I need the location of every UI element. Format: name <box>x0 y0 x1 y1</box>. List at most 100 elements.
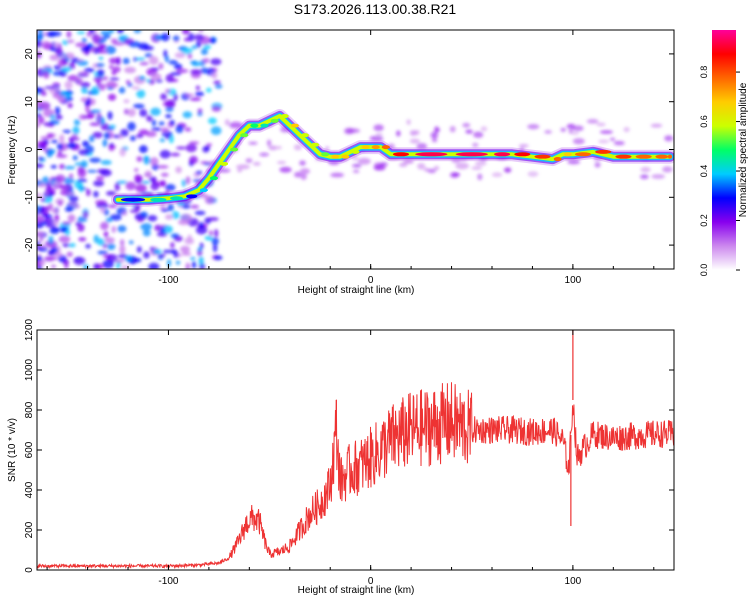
noise-blob <box>134 168 139 172</box>
y-tick-label: -20 <box>24 237 35 252</box>
noise-blob <box>136 57 146 61</box>
noise-blob <box>409 130 417 136</box>
noise-blob <box>37 231 45 238</box>
ridge-layer <box>115 114 672 202</box>
noise-blob <box>93 263 100 269</box>
noise-blob <box>116 56 121 66</box>
noise-blob <box>67 214 76 223</box>
noise-blob <box>54 114 63 120</box>
noise-blob <box>102 76 108 81</box>
noise-blob <box>40 91 47 97</box>
noise-blob <box>279 166 292 173</box>
ridge-core <box>635 154 652 159</box>
noise-blob <box>138 145 148 154</box>
noise-blob <box>70 57 80 64</box>
ridge-core <box>341 154 350 159</box>
y-tick-label: 1000 <box>24 358 35 381</box>
noise-blob <box>140 223 152 231</box>
noise-blob <box>80 160 88 168</box>
noise-blob <box>165 74 174 83</box>
noise-blob <box>37 122 41 128</box>
noise-blob <box>50 139 59 144</box>
ridge-core <box>240 133 249 138</box>
noise-blob <box>205 87 212 93</box>
noise-blob <box>64 52 75 59</box>
noise-blob <box>213 255 223 261</box>
noise-blob <box>571 131 579 135</box>
noise-blob <box>161 127 170 133</box>
noise-blob <box>167 203 174 212</box>
noise-blob <box>96 69 105 77</box>
noise-blob <box>560 127 566 132</box>
y-tick-label: 0 <box>24 567 35 573</box>
noise-blob <box>198 256 204 266</box>
noise-blob <box>107 83 119 87</box>
noise-blob <box>191 45 198 50</box>
noise-blob <box>204 195 215 205</box>
noise-blob <box>190 204 200 209</box>
noise-blob <box>188 141 200 145</box>
ridge-core <box>563 152 572 157</box>
noise-blob <box>183 37 192 42</box>
noise-blob <box>174 63 183 70</box>
noise-blob <box>111 225 116 234</box>
noise-blob <box>210 126 222 136</box>
noise-blob <box>174 235 183 242</box>
noise-blob <box>147 215 158 222</box>
noise-blob <box>259 152 270 157</box>
ridge-core <box>534 154 551 159</box>
noise-blob <box>148 262 160 269</box>
noise-blob <box>434 126 440 133</box>
noise-blob <box>170 71 182 76</box>
noise-blob <box>351 155 359 161</box>
noise-blob <box>49 227 60 235</box>
noise-blob <box>85 243 91 249</box>
noise-blob <box>119 147 126 157</box>
noise-blob <box>109 214 122 221</box>
noise-blob <box>187 53 193 59</box>
noise-blob <box>148 176 157 183</box>
ridge-core <box>120 197 146 202</box>
noise-blob <box>190 68 202 75</box>
noise-blob <box>125 79 131 85</box>
noise-blob <box>93 190 99 198</box>
x-tick-label: 0 <box>368 275 374 286</box>
noise-blob <box>194 210 206 216</box>
noise-blob <box>62 129 72 134</box>
noise-blob <box>352 163 362 168</box>
noise-blob <box>623 126 630 133</box>
noise-blob <box>176 69 189 73</box>
noise-blob <box>150 107 161 116</box>
noise-blob <box>180 213 192 222</box>
noise-blob <box>162 225 173 234</box>
noise-blob <box>181 47 193 55</box>
noise-blob <box>200 161 210 165</box>
noise-blob <box>108 204 117 208</box>
ridge-core <box>361 145 370 150</box>
noise-blob <box>96 113 102 117</box>
noise-blob <box>81 37 87 44</box>
ridge-core <box>209 176 218 181</box>
noise-blob <box>165 134 170 140</box>
noise-blob <box>77 178 88 183</box>
ridge-core <box>186 194 198 199</box>
noise-blob <box>357 157 371 165</box>
noise-blob <box>567 159 580 165</box>
noise-blob <box>190 60 198 65</box>
noise-blob <box>416 143 428 150</box>
noise-blob <box>252 161 261 166</box>
noise-blob <box>189 97 202 102</box>
noise-blob <box>78 149 90 156</box>
noise-blob <box>100 30 112 36</box>
noise-blob <box>248 141 258 145</box>
noise-blob <box>80 46 91 52</box>
noise-blob <box>37 40 40 45</box>
ridge-core <box>230 147 239 152</box>
noise-blob <box>61 221 72 225</box>
noise-blob <box>73 256 86 266</box>
noise-blob <box>294 171 302 178</box>
noise-blob <box>97 238 105 246</box>
noise-blob <box>52 253 64 257</box>
noise-blob <box>165 106 174 112</box>
